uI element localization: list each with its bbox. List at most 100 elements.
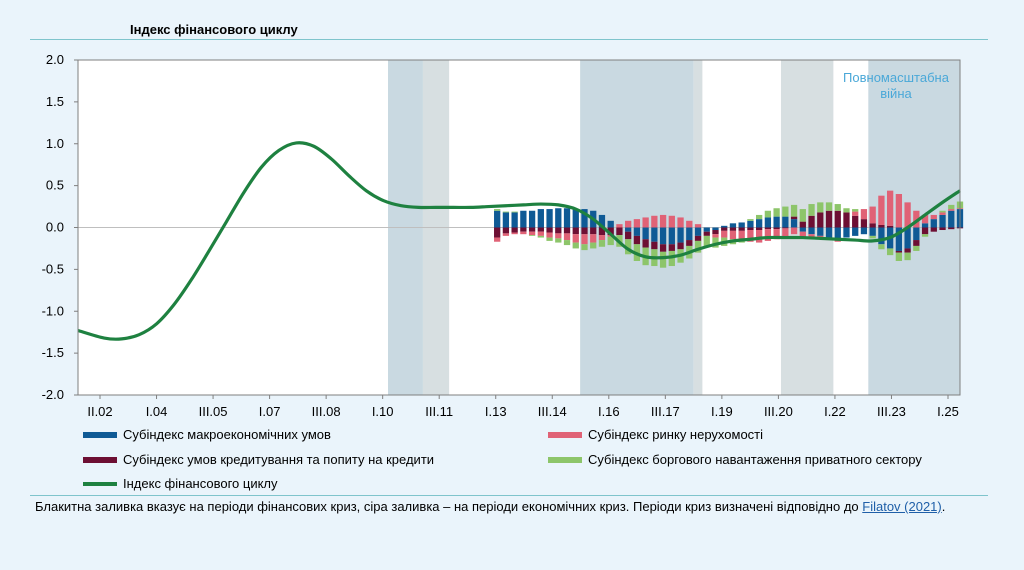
bar-debt: [668, 250, 675, 267]
bar-credit: [686, 240, 693, 246]
bar-macro: [878, 227, 885, 245]
bar-credit: [939, 227, 946, 231]
bar-credit: [895, 250, 903, 253]
bar-credit: [502, 227, 510, 234]
bar-real_estate: [773, 229, 780, 240]
bar-credit: [878, 224, 885, 228]
bar-debt: [764, 210, 772, 218]
legend-swatch-credit: [83, 456, 117, 463]
bar-macro: [852, 227, 859, 236]
bar-macro: [764, 217, 772, 228]
bar-credit: [494, 227, 501, 238]
bar-macro: [598, 214, 606, 228]
bar-debt: [494, 209, 501, 211]
bar-real_estate: [659, 214, 667, 228]
bar-credit: [598, 227, 606, 236]
x-tick-label: I.16: [598, 404, 620, 419]
bar-real_estate: [808, 234, 815, 239]
bar-credit: [625, 231, 632, 240]
legend-credit: Субіндекс умов кредитування та попиту на…: [83, 452, 434, 467]
bar-real_estate: [878, 195, 885, 225]
bar-macro: [825, 227, 833, 238]
y-tick-label: 2.0: [46, 52, 64, 67]
bar-real_estate: [738, 230, 745, 241]
bar-real_estate: [939, 212, 946, 215]
bar-macro: [939, 214, 946, 228]
legend-index: Індекс фінансового циклу: [83, 476, 278, 491]
bar-macro: [869, 227, 876, 236]
bar-credit: [537, 227, 544, 232]
bar-real_estate: [668, 215, 675, 228]
bar-credit: [511, 227, 518, 233]
bar-debt: [590, 242, 597, 249]
bar-macro: [799, 227, 806, 232]
legend-debt: Субіндекс боргового навантаження приватн…: [548, 452, 922, 467]
bar-real_estate: [528, 231, 536, 236]
bar-debt: [799, 209, 806, 222]
bar-debt: [895, 252, 903, 261]
bar-debt: [852, 209, 859, 212]
bar-debt: [546, 237, 553, 241]
bar-real_estate: [948, 209, 955, 211]
bar-macro: [834, 227, 841, 241]
annotation-line-2: війна: [880, 86, 912, 101]
bar-real_estate: [677, 217, 684, 228]
bar-credit: [694, 235, 702, 241]
bar-debt: [878, 244, 885, 250]
footnote: Блакитна заливка вказує на періоди фінан…: [35, 499, 975, 515]
bar-real_estate: [782, 228, 789, 237]
bar-macro: [625, 227, 632, 232]
bar-debt: [886, 248, 894, 256]
bar-debt: [843, 208, 850, 213]
bar-debt: [703, 235, 710, 247]
bar-debt: [808, 204, 815, 216]
bar-debt: [581, 244, 588, 251]
bar-credit: [747, 227, 754, 231]
bar-macro: [921, 223, 929, 228]
bar-debt: [773, 208, 780, 217]
bar-real_estate: [852, 211, 859, 216]
bar-credit: [668, 244, 675, 251]
bar-macro: [782, 216, 789, 228]
footnote-tail: .: [941, 499, 946, 514]
bar-real_estate: [860, 209, 868, 220]
bar-credit: [607, 227, 614, 236]
bar-macro: [528, 210, 536, 228]
bar-debt: [625, 239, 632, 255]
top-rule: [30, 39, 988, 40]
x-tick-label: III.23: [877, 404, 906, 419]
bar-credit: [817, 212, 824, 228]
bar-credit: [520, 227, 527, 232]
y-tick-label: -1.0: [42, 303, 64, 318]
bar-debt: [948, 204, 955, 210]
bar-debt: [939, 210, 946, 213]
bar-credit: [834, 210, 841, 228]
bar-real_estate: [590, 234, 597, 243]
bar-real_estate: [633, 219, 641, 228]
x-tick-label: III.14: [538, 404, 567, 419]
bar-debt: [904, 252, 911, 261]
bar-credit: [843, 212, 850, 228]
bar-real_estate: [869, 206, 876, 224]
bar-macro: [633, 227, 641, 236]
bar-debt: [834, 204, 841, 211]
x-tick-label: I.04: [146, 404, 168, 419]
bar-debt: [869, 235, 876, 239]
bar-debt: [913, 245, 920, 251]
bar-credit: [948, 227, 955, 230]
bar-credit: [703, 231, 710, 236]
bar-real_estate: [651, 215, 658, 228]
bar-credit: [764, 227, 772, 230]
bar-macro: [668, 227, 675, 245]
bar-credit: [729, 227, 737, 231]
bar-real_estate: [598, 235, 606, 241]
bar-macro: [808, 227, 815, 235]
bar-credit: [869, 223, 876, 228]
x-tick-label: III.17: [651, 404, 680, 419]
bar-debt: [572, 242, 579, 249]
legend-macro: Субіндекс макроекономічних умов: [83, 427, 331, 442]
annotation-line-1: Повномасштабна: [843, 70, 950, 85]
footnote-link[interactable]: Filatov (2021): [862, 499, 942, 514]
bar-macro: [502, 212, 510, 228]
bar-real_estate: [494, 237, 501, 242]
